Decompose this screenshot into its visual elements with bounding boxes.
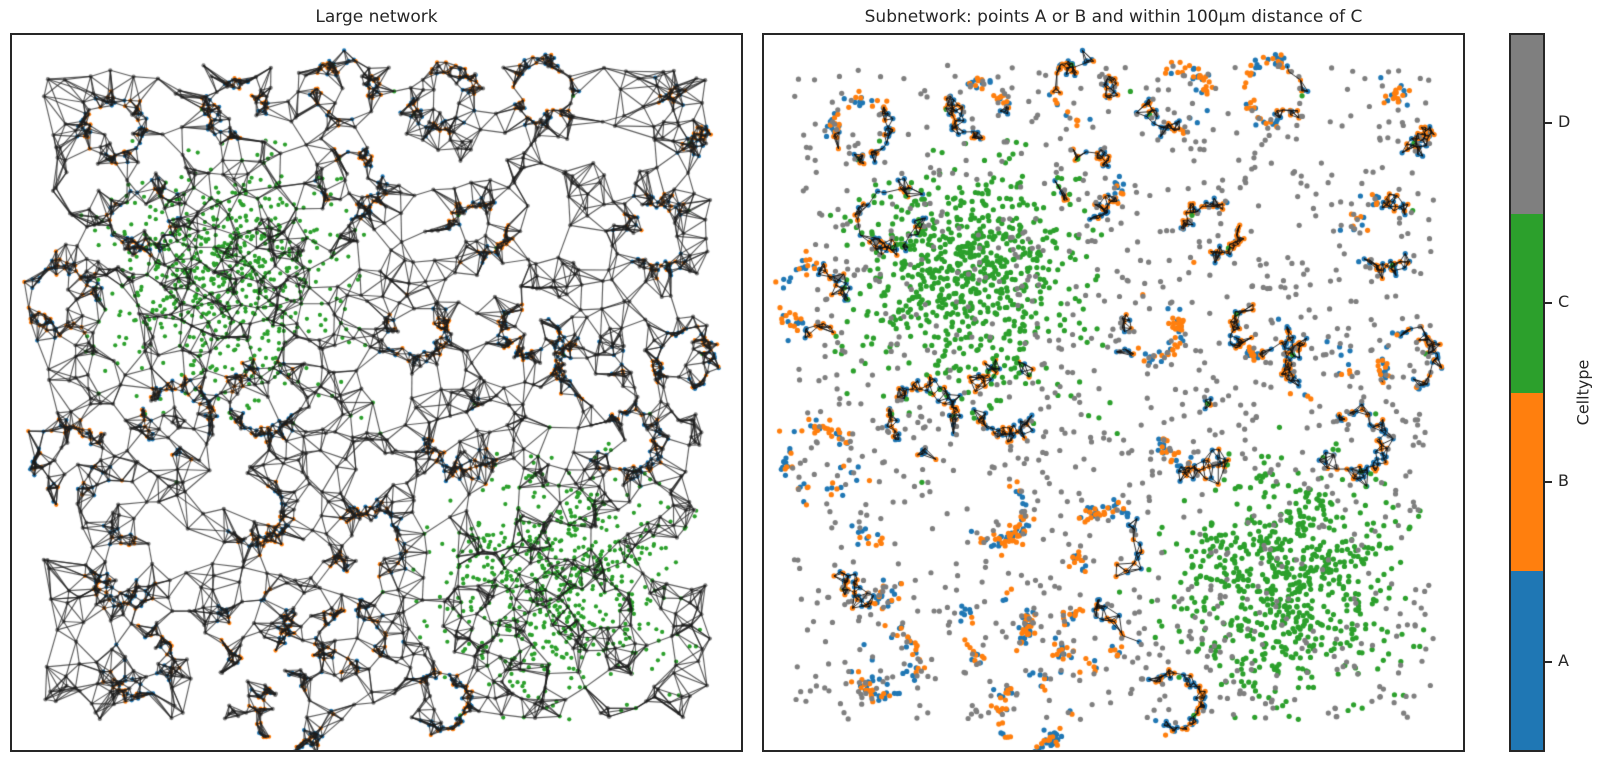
colorbar-label-c: C xyxy=(1558,292,1570,311)
colorbar-label-a: A xyxy=(1558,651,1569,670)
colorbar-axis-label: Celltype xyxy=(1573,359,1593,426)
subnetwork-plot xyxy=(764,35,1463,750)
colorbar-segment-b xyxy=(1511,392,1543,572)
colorbar-segment-c xyxy=(1511,213,1543,393)
colorbar-tick-a xyxy=(1545,661,1552,663)
colorbar-tick-b xyxy=(1545,481,1552,483)
colorbar-segment-a xyxy=(1511,571,1543,750)
colorbar-tick-d xyxy=(1545,122,1552,124)
colorbar-label-d: D xyxy=(1558,112,1571,131)
subnetwork-panel xyxy=(762,33,1465,752)
colorbar-label-b: B xyxy=(1558,471,1569,490)
large-network-plot xyxy=(12,35,741,750)
colorbar-segment-d xyxy=(1511,35,1543,214)
colorbar-tick-c xyxy=(1545,302,1552,304)
colorbar-axis-label-wrap: Celltype xyxy=(1556,33,1600,752)
left-panel-title: Large network xyxy=(315,7,438,27)
large-network-panel xyxy=(10,33,743,752)
right-panel-title: Subnetwork: points A or B and within 100… xyxy=(864,7,1363,27)
celltype-colorbar xyxy=(1509,33,1545,752)
